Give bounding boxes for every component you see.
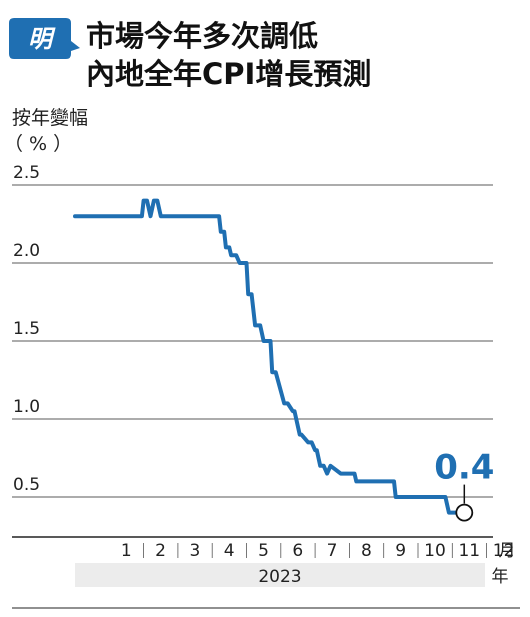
y-axis-label-line-2: （ % ） bbox=[4, 133, 72, 155]
x-tick-label: 11 bbox=[458, 541, 480, 561]
series-group bbox=[73, 198, 467, 515]
year-band bbox=[75, 563, 485, 587]
grid-lines bbox=[12, 184, 493, 498]
x-tick-label: 1 bbox=[121, 541, 132, 561]
callout-marker bbox=[455, 503, 474, 522]
x-axis-year-unit: 年 bbox=[492, 567, 509, 587]
x-tick-label: 3 bbox=[189, 541, 200, 561]
callout-label: 0.4 bbox=[434, 448, 494, 488]
x-tick-label: 6 bbox=[292, 541, 303, 561]
y-tick-label: 0.5 bbox=[13, 475, 40, 495]
y-tick-label: 1.5 bbox=[13, 319, 40, 339]
x-tick-label: 10 bbox=[424, 541, 446, 561]
x-tick-label: 12 bbox=[493, 541, 515, 561]
x-tick-label: 2 bbox=[155, 541, 166, 561]
logo-badge-icon bbox=[9, 18, 80, 59]
x-tick-label: 4 bbox=[224, 541, 235, 561]
x-tick-labels: 1 2 3 4 5 6 7 8 9 10 11 12 bbox=[121, 541, 515, 561]
y-axis-label-line-1: 按年變幅 bbox=[12, 107, 88, 129]
logo-text: 明 bbox=[28, 25, 56, 53]
x-tick-label: 7 bbox=[327, 541, 338, 561]
chart-title-line-1: 市場今年多次調低 bbox=[86, 19, 318, 53]
x-axis-year-label: 2023 bbox=[258, 567, 301, 587]
series-line bbox=[73, 198, 467, 515]
x-axis-month-unit: 月 bbox=[499, 541, 516, 561]
y-tick-labels: 0.5 1.0 1.5 2.0 2.5 bbox=[13, 163, 40, 495]
y-tick-label: 2.5 bbox=[13, 163, 40, 183]
x-tick-label: 9 bbox=[395, 541, 406, 561]
x-tick-label: 8 bbox=[361, 541, 372, 561]
y-tick-label: 2.0 bbox=[13, 241, 40, 261]
y-tick-label: 1.0 bbox=[13, 397, 40, 417]
logo: 明 bbox=[9, 18, 80, 59]
chart-title-line-2: 內地全年CPI增長預測 bbox=[86, 57, 371, 91]
x-tick-label: 5 bbox=[258, 541, 269, 561]
annotation-group: 0.4 bbox=[434, 448, 494, 522]
